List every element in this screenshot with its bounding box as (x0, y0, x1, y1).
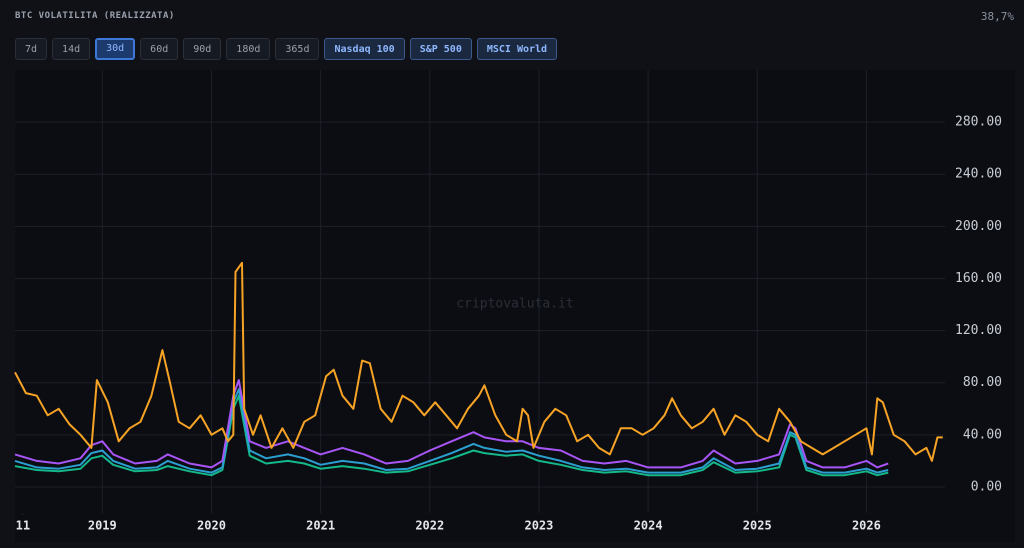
y-tick-label: 240.00 (955, 167, 1002, 182)
series-line (14, 379, 889, 469)
toolbar-button[interactable]: 60d (140, 38, 179, 60)
y-tick-label: 0.00 (971, 479, 1002, 494)
toolbar-button[interactable]: 180d (226, 38, 271, 60)
x-tick-label: 2019 (88, 519, 117, 533)
toolbar-button[interactable]: S&P 500 (409, 38, 472, 60)
x-tick-label: 2025 (743, 519, 772, 533)
current-value: 38,7% (980, 10, 1014, 23)
chart-title: BTC VOLATILITA (REALIZZATA) (15, 11, 175, 21)
y-tick-label: 120.00 (955, 323, 1002, 338)
x-tick-label: 2024 (634, 519, 663, 533)
x-tick-label: 2026 (852, 519, 881, 533)
series-line (14, 261, 943, 462)
x-tick-label: 2022 (415, 519, 444, 533)
y-tick-label: 200.00 (955, 219, 1002, 234)
toolbar-button[interactable]: 30d (95, 38, 136, 60)
y-tick-label: 80.00 (963, 375, 1002, 390)
watermark: criptovaluta.it (456, 297, 573, 312)
x-tick-label: 2020 (197, 519, 226, 533)
plot-background (15, 70, 1015, 542)
x-tick-label: 2021 (306, 519, 335, 533)
toolbar-button[interactable]: 90d (183, 38, 222, 60)
toolbar-button[interactable]: Nasdaq 100 (324, 38, 405, 60)
toolbar-button[interactable]: 365d (275, 38, 320, 60)
toolbar: 7d 14d 30d 60d 90d 180d 365d Nasdaq 100 S&P 500 M… (15, 38, 558, 60)
toolbar-button[interactable]: MSCI World (476, 38, 558, 60)
x-tick-label: 11 (16, 519, 30, 533)
series-line (14, 394, 889, 477)
series-line (14, 388, 889, 474)
toolbar-button[interactable]: 14d (52, 38, 91, 60)
y-tick-label: 160.00 (955, 271, 1002, 286)
y-tick-label: 40.00 (963, 427, 1002, 442)
y-tick-label: 280.00 (955, 115, 1002, 130)
toolbar-button[interactable]: 7d (15, 38, 48, 60)
x-tick-label: 2023 (524, 519, 553, 533)
